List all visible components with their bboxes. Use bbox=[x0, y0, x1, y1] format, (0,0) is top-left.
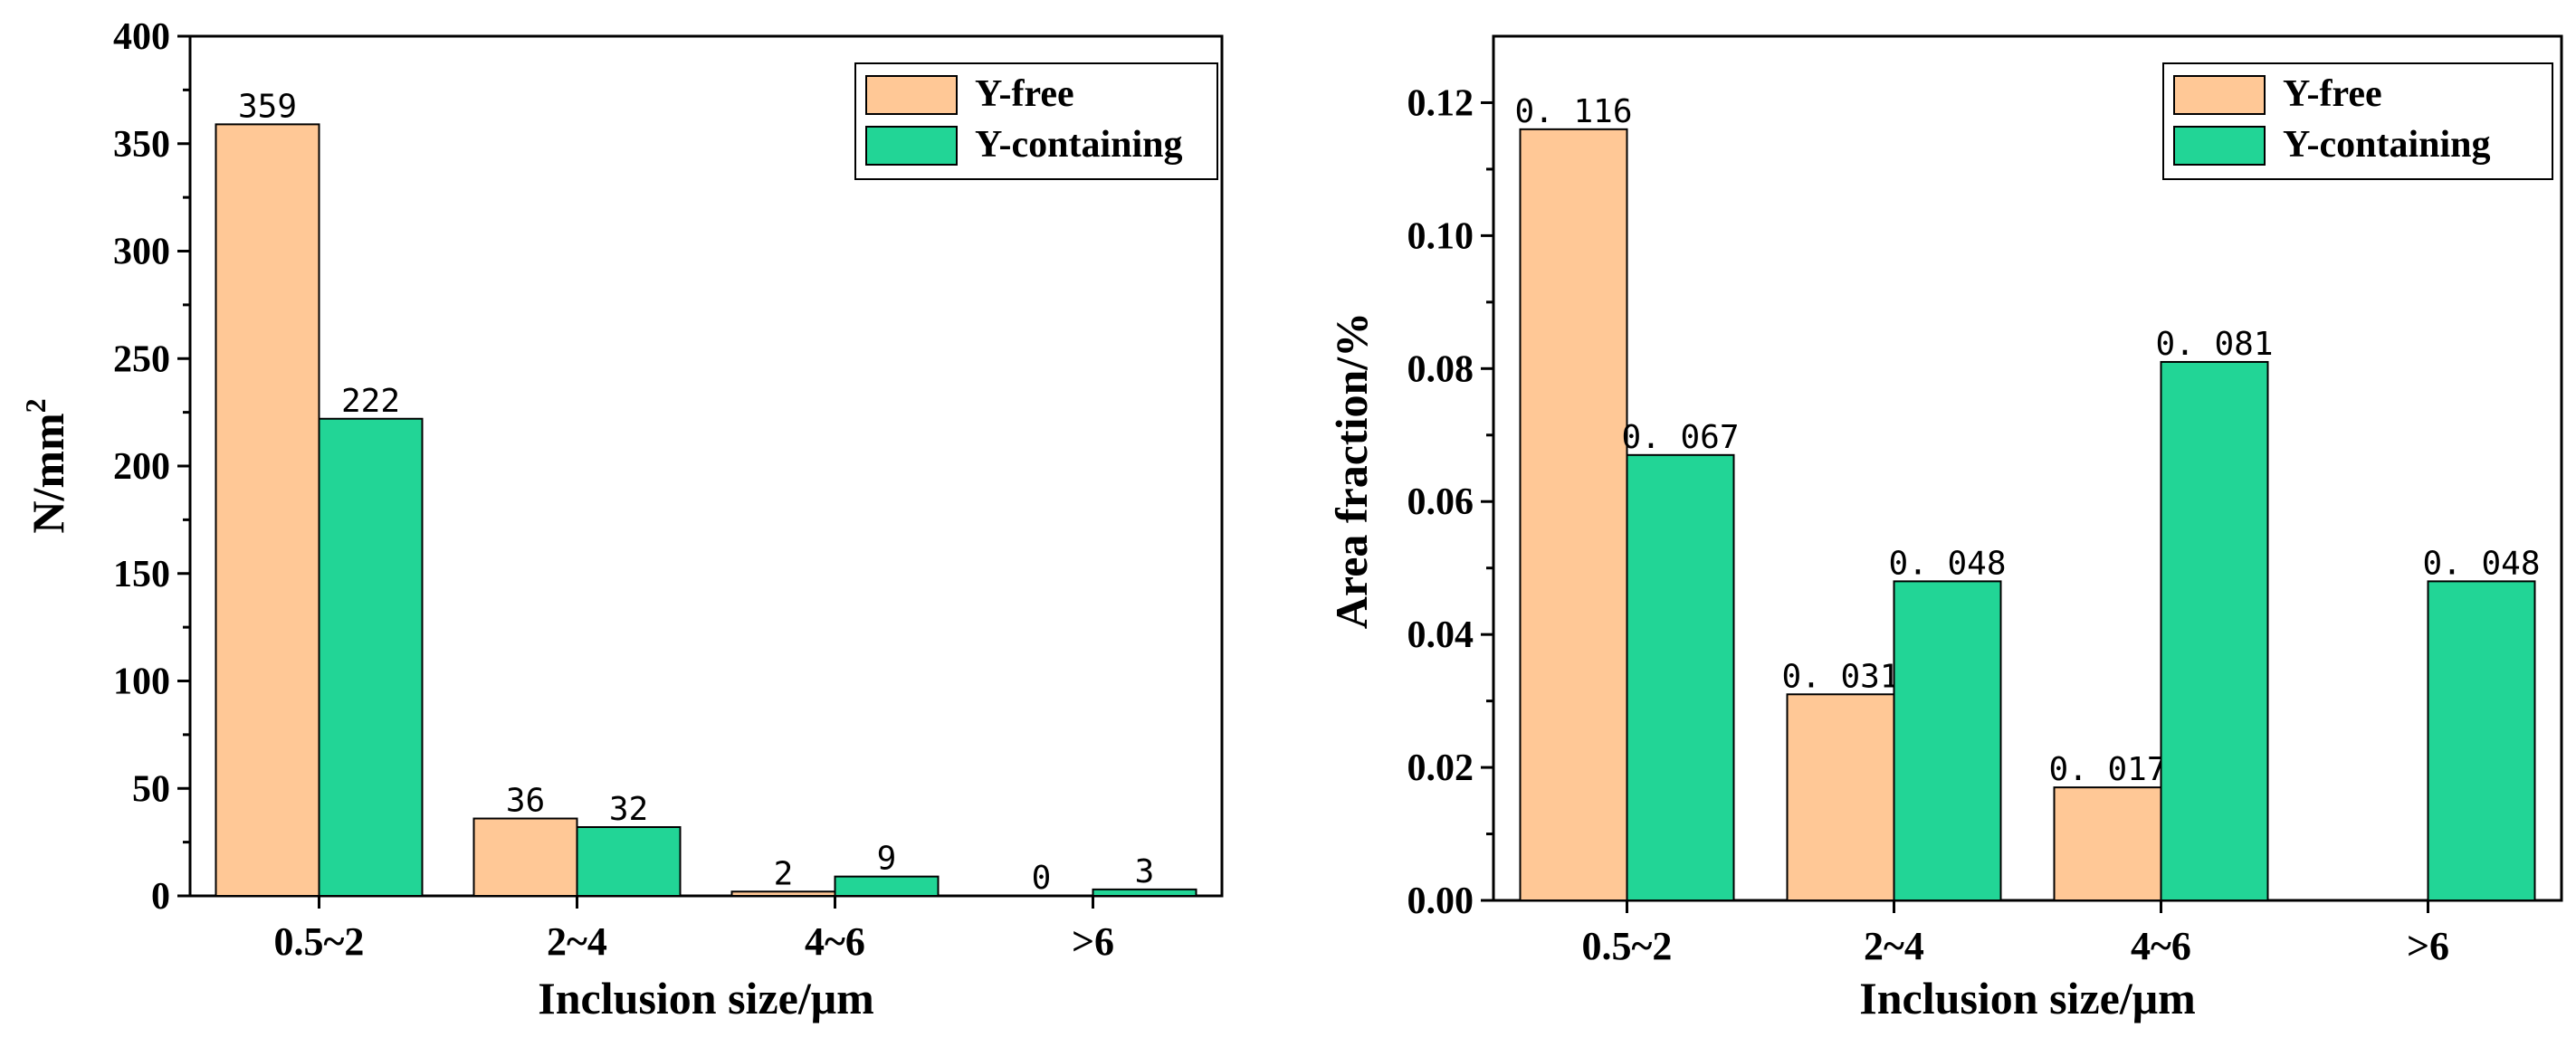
bar-y-free-2 bbox=[472, 817, 578, 897]
y-tick-label: 150 bbox=[113, 554, 170, 595]
data-label: 0. 067 bbox=[1621, 419, 1739, 456]
data-label: 2 bbox=[774, 855, 794, 892]
data-label: 0. 031 bbox=[1781, 658, 1899, 695]
x-tick-label: 0.5~2 bbox=[274, 919, 365, 964]
data-label: 9 bbox=[877, 841, 897, 878]
legend-label: Y-containing bbox=[975, 124, 1183, 166]
data-label: 222 bbox=[341, 383, 400, 420]
bar-y-free-1 bbox=[1519, 128, 1628, 902]
bar-y-free-3 bbox=[2053, 786, 2162, 901]
y-tick-label: 250 bbox=[113, 338, 170, 380]
bar-y-containing-2 bbox=[576, 826, 682, 897]
y-tick-label: 0.04 bbox=[1407, 614, 1474, 656]
legend-label: Y-free bbox=[975, 73, 1074, 115]
y-axis-title: Area fraction/% bbox=[1326, 312, 1377, 629]
data-label: 359 bbox=[238, 88, 297, 125]
x-tick-label: 4~6 bbox=[805, 919, 865, 964]
y-tick-label: 300 bbox=[113, 232, 170, 273]
x-tick-label: 4~6 bbox=[2131, 924, 2191, 968]
data-label: 0. 081 bbox=[2155, 326, 2273, 363]
data-label: 36 bbox=[506, 783, 545, 820]
plot-frame bbox=[1492, 34, 2563, 902]
legend-swatch bbox=[865, 75, 958, 115]
y-axis-title: N/mm2 bbox=[19, 398, 73, 533]
bar-y-containing-4 bbox=[2427, 580, 2536, 902]
x-tick-label: >6 bbox=[2407, 924, 2449, 968]
y-axis-title-text: N/mm bbox=[23, 413, 73, 533]
chart-panel-2: 0.00 0.02 0.04 0.06 0.08 0.10 0.12 0.5~2 0. 116 0… bbox=[1326, 34, 2563, 1023]
bar-y-free-1 bbox=[215, 123, 320, 897]
bar-y-containing-3 bbox=[2160, 360, 2269, 901]
legend-swatch bbox=[2173, 75, 2266, 115]
y-tick-label: 0.12 bbox=[1407, 82, 1474, 124]
x-tick-label: 2~4 bbox=[547, 919, 607, 964]
x-tick-label: 0.5~2 bbox=[1582, 924, 1673, 968]
x-tick-label: 2~4 bbox=[1864, 924, 1924, 968]
x-axis-title: Inclusion size/μm bbox=[538, 973, 873, 1023]
bar-y-containing-2 bbox=[1893, 580, 2002, 902]
y-tick-label: 100 bbox=[113, 662, 170, 703]
x-axis-title: Inclusion size/μm bbox=[1859, 973, 2195, 1023]
legend: Y-free Y-containing bbox=[2162, 62, 2553, 180]
data-label: 0. 048 bbox=[1888, 545, 2006, 582]
y-tick-label: 0.02 bbox=[1407, 747, 1474, 789]
y-tick-label: 0.10 bbox=[1407, 215, 1474, 257]
legend-swatch bbox=[865, 126, 958, 166]
y-tick-label: 0.00 bbox=[1407, 880, 1474, 922]
data-label: 32 bbox=[609, 791, 648, 828]
legend: Y-free Y-containing bbox=[854, 62, 1218, 180]
chart-panel-1: 0 50 100 150 200 250 300 350 400 0.5~2 359 222 2~4 36… bbox=[19, 16, 1224, 1023]
data-label: 0. 048 bbox=[2422, 545, 2540, 582]
y-tick-label: 50 bbox=[132, 768, 170, 810]
y-tick-label: 0.08 bbox=[1407, 348, 1474, 390]
y-tick-label: 400 bbox=[113, 16, 170, 58]
y-axis-title-superscript: 2 bbox=[19, 398, 52, 413]
y-tick-label: 0 bbox=[151, 876, 170, 918]
data-label: 3 bbox=[1135, 853, 1155, 890]
x-tick-label: >6 bbox=[1072, 919, 1114, 964]
y-tick-label: 200 bbox=[113, 446, 170, 488]
data-label: 0. 116 bbox=[1514, 93, 1632, 130]
y-tick-label: 350 bbox=[113, 124, 170, 166]
legend-swatch bbox=[2173, 126, 2266, 166]
bar-y-containing-1 bbox=[318, 417, 424, 897]
data-label: 0. 017 bbox=[2048, 751, 2166, 788]
bar-y-containing-3 bbox=[834, 875, 940, 897]
y-axis-title-text: Area fraction/% bbox=[1326, 312, 1377, 629]
bar-y-containing-1 bbox=[1626, 453, 1735, 901]
data-label: 0 bbox=[1032, 860, 1052, 897]
legend-label: Y-containing bbox=[2283, 124, 2491, 166]
bar-y-containing-4 bbox=[1092, 888, 1197, 897]
bar-y-free-2 bbox=[1786, 693, 1895, 901]
y-tick-label: 0.06 bbox=[1407, 481, 1474, 523]
legend-label: Y-free bbox=[2283, 73, 2382, 115]
